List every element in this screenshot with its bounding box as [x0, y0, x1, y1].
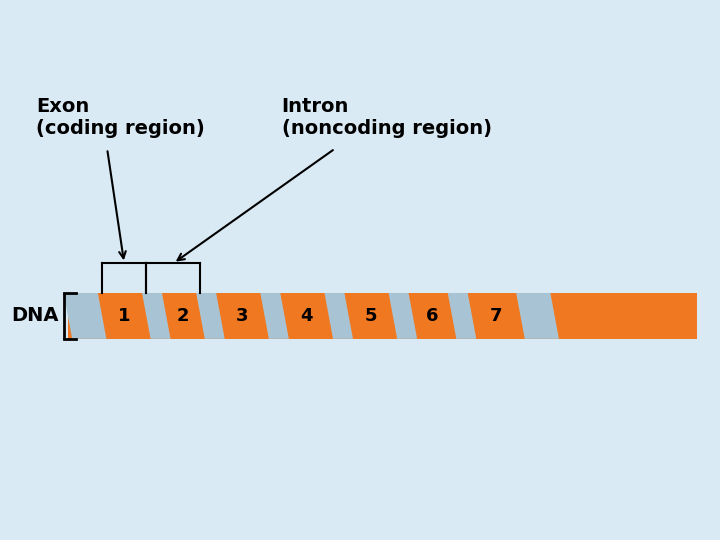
Text: 7: 7 [490, 307, 503, 325]
Polygon shape [196, 293, 225, 339]
Bar [68, 293, 697, 339]
Text: 4: 4 [300, 307, 313, 325]
Text: 6: 6 [426, 307, 438, 325]
Text: 1: 1 [118, 307, 130, 325]
Polygon shape [142, 293, 171, 339]
Text: 3: 3 [236, 307, 248, 325]
Polygon shape [63, 293, 107, 339]
Text: 5: 5 [364, 307, 377, 325]
Text: Intron
(noncoding region): Intron (noncoding region) [282, 97, 492, 138]
Polygon shape [389, 293, 417, 339]
Text: 2: 2 [177, 307, 189, 325]
Polygon shape [516, 293, 559, 339]
Text: Exon
(coding region): Exon (coding region) [36, 97, 204, 138]
Polygon shape [448, 293, 476, 339]
Text: DNA: DNA [11, 306, 58, 326]
Polygon shape [325, 293, 353, 339]
Polygon shape [261, 293, 289, 339]
